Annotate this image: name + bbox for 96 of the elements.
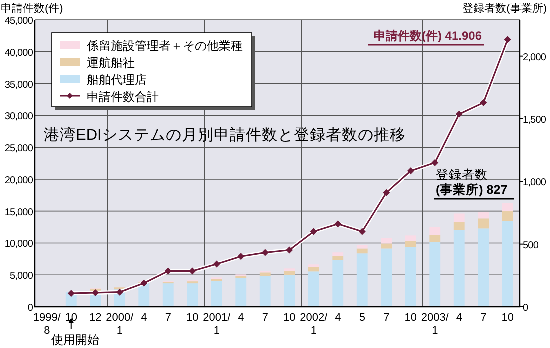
bar (405, 241, 416, 248)
x-tick-label: 7 (480, 312, 487, 324)
legend-label: 運航船社 (87, 56, 135, 70)
y-tick-label: 45,000 (4, 16, 34, 27)
x-tick-label: 10 (284, 312, 296, 324)
y-tick-label: 15,000 (4, 207, 34, 218)
bar (430, 235, 441, 242)
bar (260, 272, 271, 276)
bar (236, 278, 247, 307)
bar (187, 284, 198, 307)
bar (332, 260, 344, 307)
point (432, 159, 439, 166)
bar (405, 247, 416, 307)
bar (284, 275, 296, 307)
x-tick-label: 7 (165, 312, 172, 324)
bar (381, 248, 392, 307)
bar (478, 218, 490, 229)
x-tick-label: 10 (65, 312, 78, 324)
x-tick-label: 4 (456, 312, 462, 324)
bar (332, 256, 344, 260)
bar (454, 230, 465, 307)
point (164, 268, 172, 275)
point (286, 246, 294, 254)
legend-label: 申請件数合計 (87, 90, 159, 104)
point (456, 110, 463, 118)
point (189, 268, 196, 275)
x-tick-label: 2002/1 (300, 312, 329, 337)
y-axis-title: 申請件数(件) (1, 2, 64, 15)
y-tick-label: 20,000 (4, 175, 34, 186)
x-tick-label: 5 (359, 312, 366, 324)
point (140, 280, 148, 287)
bar (430, 227, 441, 236)
point (334, 220, 342, 228)
bar (211, 281, 222, 307)
y-tick-label: 0 (28, 303, 34, 314)
y2-tick-label: 0 (523, 303, 529, 314)
bar (162, 284, 174, 307)
x-tick-label: 10 (186, 312, 199, 324)
bar (405, 236, 416, 242)
point (358, 228, 366, 236)
y2-tick-label: 500 (523, 240, 540, 252)
bar (381, 238, 392, 244)
x-tick-label: 4 (238, 312, 244, 324)
bar (284, 268, 296, 272)
bar (308, 272, 320, 307)
bar (308, 267, 320, 272)
y-tick-label: 35,000 (4, 80, 34, 91)
point (116, 288, 124, 296)
x-tick-label: 7 (384, 312, 390, 324)
y-tick-label: 5,000 (10, 271, 34, 282)
x-tick-label: 10 (404, 312, 417, 324)
point (480, 99, 488, 106)
y-tick-label: 25,000 (4, 144, 34, 155)
legend-label: 船舶代理店 (87, 73, 147, 87)
bar (478, 212, 490, 219)
point (262, 249, 269, 256)
bar (356, 254, 368, 307)
bar (260, 276, 271, 307)
x-tick-label: 7 (262, 312, 268, 324)
point (504, 36, 512, 44)
y2-tick-label: 1,000 (523, 178, 547, 189)
bar (454, 222, 465, 230)
y-tick-label: 10,000 (4, 239, 34, 250)
point (407, 168, 414, 175)
bar (502, 221, 514, 307)
bar (381, 244, 392, 249)
y-tick-label: 40,000 (4, 48, 34, 59)
x-tick-label: 4 (335, 312, 342, 324)
x-tick-label: 2000/1 (106, 312, 135, 337)
bar (284, 271, 296, 276)
annotation: 登録者数 (事業所) 827 (436, 168, 508, 197)
point (383, 189, 390, 196)
bar (308, 264, 320, 268)
bar (502, 211, 514, 222)
text: 使用開始 (51, 333, 100, 347)
bar (502, 203, 514, 212)
y-tick-label: 30,000 (4, 112, 34, 123)
y2-tick-label: 2,000 (523, 52, 547, 64)
point (310, 228, 318, 236)
x-tick-label: 2001/1 (203, 312, 232, 337)
x-tick-label: 10 (502, 312, 514, 324)
y2-tick-label: 1,500 (523, 115, 547, 126)
bar (430, 242, 441, 307)
point (92, 289, 100, 296)
x-tick-label: 4 (141, 312, 148, 324)
legend-label: 係留施設管理者＋その他業種 (86, 39, 243, 53)
bar (454, 214, 465, 222)
y2-axis-title: 登録者数(事業所) (462, 2, 547, 15)
point (213, 260, 220, 268)
bar (332, 252, 344, 256)
bar (356, 248, 368, 254)
bar (478, 228, 490, 307)
point (68, 290, 75, 298)
x-tick-label: 12 (90, 312, 102, 324)
x-tick-label: 2003/1 (421, 312, 450, 337)
point (238, 253, 245, 260)
